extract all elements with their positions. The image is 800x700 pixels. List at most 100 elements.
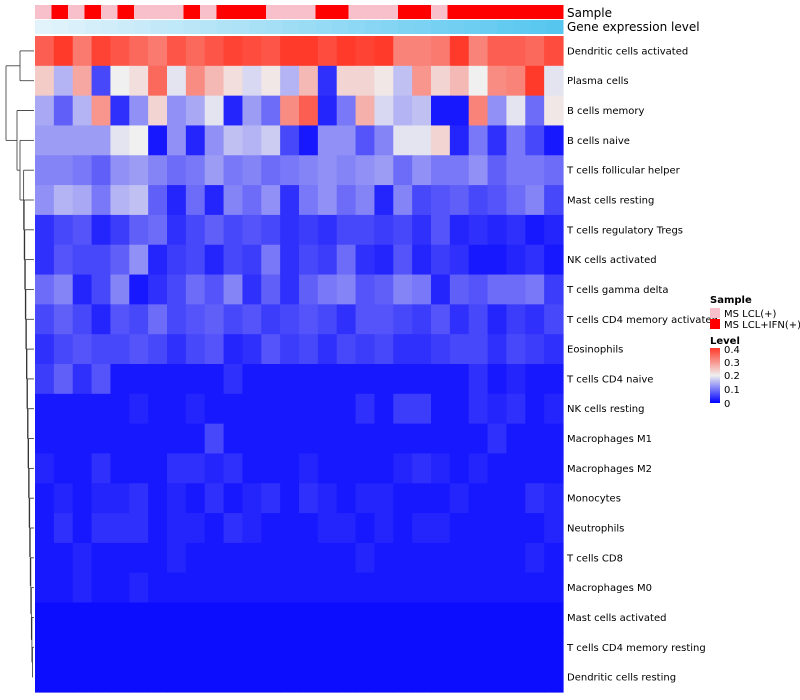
heatmap-cell	[336, 65, 357, 97]
heatmap-cell	[185, 602, 206, 633]
heatmap-cell	[431, 513, 451, 544]
heatmap-cell	[35, 364, 55, 395]
heatmap-cell	[204, 155, 225, 186]
heatmap-cell	[431, 572, 451, 604]
heatmap-cell	[506, 334, 526, 365]
heatmap-cell	[185, 364, 206, 395]
heatmap-cell	[242, 632, 262, 663]
row-label: T cells CD4 memory activated	[566, 315, 718, 326]
heatmap-cell	[167, 542, 187, 574]
heatmap-cell	[72, 662, 93, 693]
sample-annotation-cell	[513, 5, 531, 19]
heatmap-cell	[544, 662, 564, 693]
heatmap-cell	[148, 36, 168, 67]
heatmap-cell	[525, 632, 545, 663]
heatmap-cell	[280, 185, 300, 216]
heatmap-cell	[393, 513, 413, 544]
row-label: Plasma cells	[567, 76, 629, 87]
heatmap-cell	[110, 542, 130, 574]
heatmap-cell	[53, 95, 74, 127]
heatmap-cell	[129, 244, 149, 276]
heatmap-cell	[148, 95, 168, 127]
heatmap-cell	[185, 95, 206, 127]
heatmap-cell	[242, 393, 262, 425]
heatmap-cell	[242, 155, 262, 186]
heatmap-cell	[525, 572, 545, 604]
heatmap-cell	[91, 632, 112, 663]
heatmap-cell	[468, 393, 489, 425]
heatmap-cell	[167, 125, 187, 156]
heatmap-cell	[525, 662, 545, 693]
heatmap-cell	[317, 65, 338, 97]
heatmap-cell	[261, 453, 281, 484]
heatmap-cell	[129, 125, 149, 156]
heatmap-cell	[525, 274, 545, 305]
sample-annotation-cell	[546, 5, 564, 19]
heatmap-cell	[355, 36, 376, 67]
heatmap-cell	[374, 185, 394, 216]
heatmap-cell	[129, 65, 149, 97]
heatmap-cell	[110, 364, 130, 395]
heatmap-cell	[355, 393, 376, 425]
heatmap-cell	[72, 453, 93, 484]
heatmap-cell	[129, 513, 149, 544]
heatmap-cell	[299, 65, 319, 97]
heatmap-cell	[129, 542, 149, 574]
heatmap-cell	[374, 274, 394, 305]
heatmap-cell	[185, 244, 206, 276]
row-label: Macrophages M0	[567, 583, 652, 594]
heatmap-cell	[506, 244, 526, 276]
sample-annotation-cell	[183, 5, 201, 19]
heatmap-cell	[261, 423, 281, 455]
heatmap-cell	[242, 214, 262, 246]
heatmap-cell	[129, 602, 149, 633]
heatmap-cell	[280, 65, 300, 97]
gene-annotation-cell	[51, 20, 69, 34]
heatmap-cell	[35, 572, 55, 604]
heatmap-cell	[148, 185, 168, 216]
heatmap-cell	[431, 483, 451, 514]
heatmap-cell	[525, 185, 545, 216]
heatmap-cell	[148, 334, 168, 365]
heatmap-cell	[299, 602, 319, 633]
heatmap-cell	[261, 274, 281, 305]
gene-annotation-cell	[381, 20, 399, 34]
heatmap-cell	[242, 274, 262, 305]
heatmap-cell	[91, 602, 112, 633]
heatmap-cell	[355, 364, 376, 395]
heatmap-cell	[317, 274, 338, 305]
heatmap-cell	[374, 483, 394, 514]
heatmap-cell	[261, 393, 281, 425]
heatmap-cell	[506, 513, 526, 544]
heatmap-cell	[449, 274, 470, 305]
heatmap-cell	[91, 214, 112, 246]
heatmap-cell	[374, 304, 394, 335]
heatmap-cell	[336, 364, 357, 395]
heatmap-cell	[185, 572, 206, 604]
gene-annotation-cell	[299, 20, 316, 34]
heatmap-cell	[449, 513, 470, 544]
heatmap-cell	[449, 65, 470, 97]
heatmap-cell	[487, 513, 508, 544]
heatmap-cell	[317, 572, 338, 604]
sample-annotation-cell	[216, 5, 234, 19]
gene-annotation-cell	[513, 20, 531, 34]
heatmap-cell	[148, 602, 168, 633]
heatmap-cell	[525, 155, 545, 186]
heatmap-cell	[223, 662, 244, 693]
heatmap-cell	[72, 155, 93, 186]
heatmap-cell	[355, 65, 376, 97]
heatmap-cell	[393, 662, 413, 693]
heatmap-cell	[449, 662, 470, 693]
heatmap-cell	[110, 483, 130, 514]
heatmap-cell	[91, 513, 112, 544]
heatmap-cell	[72, 65, 93, 97]
row-label: Mast cells activated	[567, 613, 666, 624]
sample-annotation-cell	[68, 5, 85, 19]
heatmap-cell	[53, 602, 74, 633]
heatmap-cell	[393, 334, 413, 365]
heatmap-cell	[167, 602, 187, 633]
heatmap-cell	[280, 483, 300, 514]
row-label: Dendritic cells resting	[567, 673, 676, 684]
heatmap-cell	[487, 36, 508, 67]
